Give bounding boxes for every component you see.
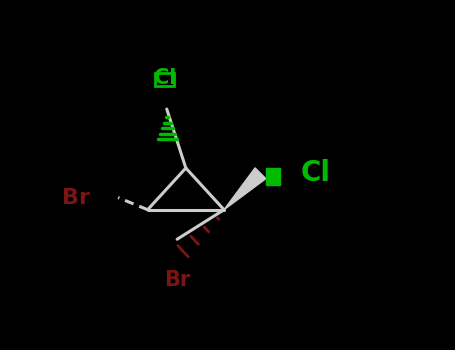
Bar bbox=[266, 168, 279, 186]
Bar bbox=[155, 72, 174, 86]
Polygon shape bbox=[224, 168, 266, 210]
Text: Cl: Cl bbox=[300, 159, 330, 187]
Text: Cl: Cl bbox=[154, 68, 176, 88]
Text: Br: Br bbox=[62, 188, 91, 208]
Text: Br: Br bbox=[164, 271, 190, 290]
